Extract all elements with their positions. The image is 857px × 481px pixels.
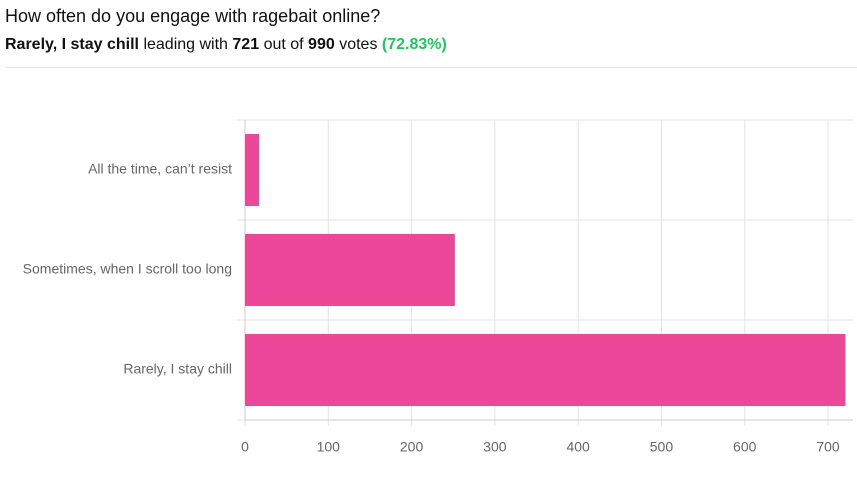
- x-tick-label: 500: [650, 439, 674, 455]
- leader: Rarely, I stay chill: [5, 36, 139, 53]
- y-tick-label: Sometimes, when I scroll too long: [23, 261, 232, 277]
- subtitle: Rarely, I stay chill leading with 721 ou…: [5, 36, 447, 54]
- x-tick-label: 0: [241, 439, 249, 455]
- leader-votes: 721: [232, 36, 260, 53]
- x-tick-label: 200: [400, 439, 424, 455]
- x-tick-label: 400: [566, 439, 590, 455]
- subtitle-text: leading with: [143, 36, 228, 53]
- title: How often do you engage with ragebait on…: [5, 6, 381, 26]
- bar: [245, 134, 260, 206]
- y-tick-label: Rarely, I stay chill: [123, 361, 232, 377]
- total-votes: 990: [308, 36, 335, 53]
- subtitle-text: out of: [263, 36, 304, 53]
- header: How often do you engage with ragebait on…: [5, 6, 447, 54]
- x-tick-label: 100: [317, 439, 341, 455]
- separator: [5, 67, 857, 68]
- bar: [245, 334, 846, 406]
- x-tick-label: 300: [483, 439, 507, 455]
- x-tick-label: 600: [733, 439, 757, 455]
- bar: [245, 234, 455, 306]
- percent: (72.83%): [381, 36, 447, 53]
- y-tick-label: All the time, can’t resist: [88, 161, 232, 177]
- x-tick-label: 700: [816, 439, 840, 455]
- subtitle-text: votes: [339, 36, 378, 53]
